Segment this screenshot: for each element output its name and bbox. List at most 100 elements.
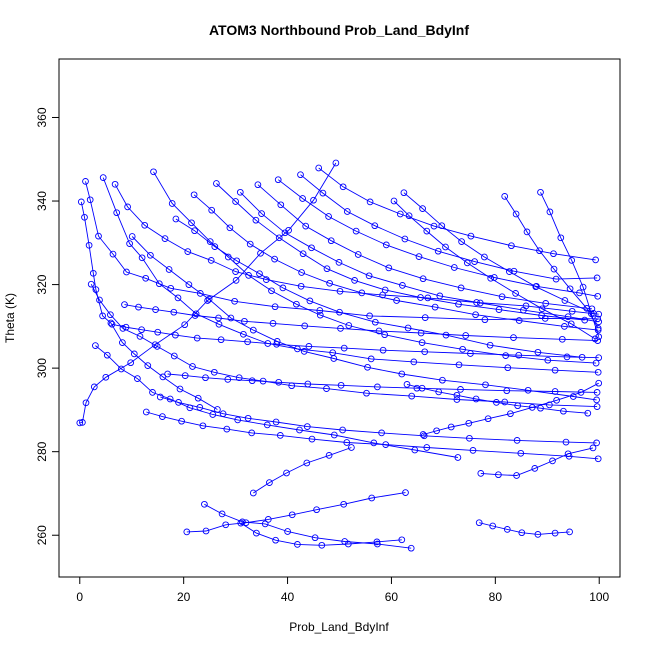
- series-line: [240, 522, 402, 546]
- data-point: [534, 348, 542, 356]
- data-point: [434, 247, 442, 255]
- data-point: [246, 240, 254, 248]
- series-line: [102, 177, 599, 373]
- data-point: [401, 235, 409, 243]
- data-point: [373, 538, 381, 546]
- data-point: [209, 411, 217, 418]
- data-point: [256, 270, 263, 278]
- data-point: [284, 528, 291, 535]
- data-point: [144, 362, 152, 369]
- series-27: [121, 301, 602, 344]
- data-point: [302, 222, 310, 230]
- data-point: [306, 297, 314, 305]
- data-point: [593, 403, 601, 410]
- data-point: [595, 379, 603, 387]
- data-point: [248, 377, 256, 385]
- x-tick-label: 80: [489, 590, 503, 604]
- data-point: [217, 336, 225, 344]
- data-point: [564, 450, 572, 458]
- data-point: [215, 314, 222, 322]
- data-point: [108, 320, 116, 328]
- data-point: [477, 470, 485, 477]
- data-point: [135, 303, 142, 311]
- data-point: [566, 528, 573, 536]
- data-point: [227, 314, 235, 322]
- data-point: [151, 341, 159, 349]
- data-point: [308, 244, 315, 252]
- data-point: [337, 381, 345, 389]
- data-point: [87, 280, 95, 288]
- data-point: [385, 264, 393, 272]
- data-point: [323, 265, 331, 273]
- data-point: [240, 330, 247, 338]
- data-point: [261, 520, 269, 528]
- data-point: [374, 383, 381, 391]
- series-22: [237, 519, 406, 549]
- data-point: [268, 287, 275, 295]
- data-point: [484, 415, 492, 423]
- data-point: [85, 241, 93, 249]
- data-point: [340, 344, 348, 352]
- data-point: [503, 387, 511, 395]
- series-line: [95, 345, 458, 458]
- data-point: [283, 469, 290, 477]
- data-point: [564, 313, 572, 321]
- data-point: [205, 295, 213, 303]
- data-point: [254, 181, 262, 189]
- data-point: [421, 348, 429, 356]
- data-point: [421, 314, 429, 321]
- data-point: [339, 426, 346, 434]
- series-line: [131, 236, 597, 401]
- data-point: [207, 257, 215, 264]
- series-16: [297, 171, 601, 283]
- data-point: [76, 419, 84, 427]
- data-point: [469, 447, 477, 454]
- data-point: [407, 544, 415, 552]
- y-tick-label: 280: [35, 441, 49, 461]
- data-point: [271, 255, 278, 263]
- data-point: [136, 333, 144, 340]
- series-14: [254, 181, 596, 313]
- series-line: [146, 411, 599, 460]
- data-point: [86, 196, 94, 204]
- data-point: [226, 224, 234, 232]
- x-tick-label: 20: [177, 590, 191, 604]
- series-line: [239, 191, 599, 323]
- data-point: [551, 366, 559, 374]
- data-point: [327, 237, 335, 245]
- series-line: [540, 192, 600, 337]
- data-point: [340, 500, 348, 508]
- data-point: [410, 358, 418, 366]
- data-point: [127, 359, 135, 367]
- data-point: [591, 335, 599, 343]
- y-axis-label: Theta (K): [3, 293, 17, 343]
- data-point: [463, 259, 471, 267]
- data-point: [252, 216, 260, 224]
- series-line: [80, 201, 218, 410]
- data-point: [518, 529, 526, 537]
- data-point: [531, 465, 539, 472]
- series-line: [111, 323, 599, 359]
- series-line: [480, 447, 594, 476]
- data-point: [365, 272, 373, 280]
- data-point: [367, 355, 375, 363]
- data-point: [326, 279, 333, 287]
- series-32: [537, 188, 603, 341]
- series-line: [175, 218, 583, 358]
- data-point: [236, 188, 244, 196]
- series-34: [419, 379, 603, 438]
- data-point: [206, 238, 214, 245]
- data-point: [305, 343, 313, 350]
- y-axis: 260 280 300 320 340 360: [35, 107, 60, 545]
- data-point: [311, 534, 319, 542]
- data-point: [103, 351, 111, 359]
- data-point: [271, 303, 279, 311]
- data-point: [343, 208, 351, 215]
- data-point: [165, 266, 173, 273]
- data-point: [175, 399, 182, 406]
- series-26: [108, 320, 603, 362]
- data-point: [81, 213, 88, 221]
- data-point: [430, 222, 438, 230]
- data-point: [272, 536, 279, 544]
